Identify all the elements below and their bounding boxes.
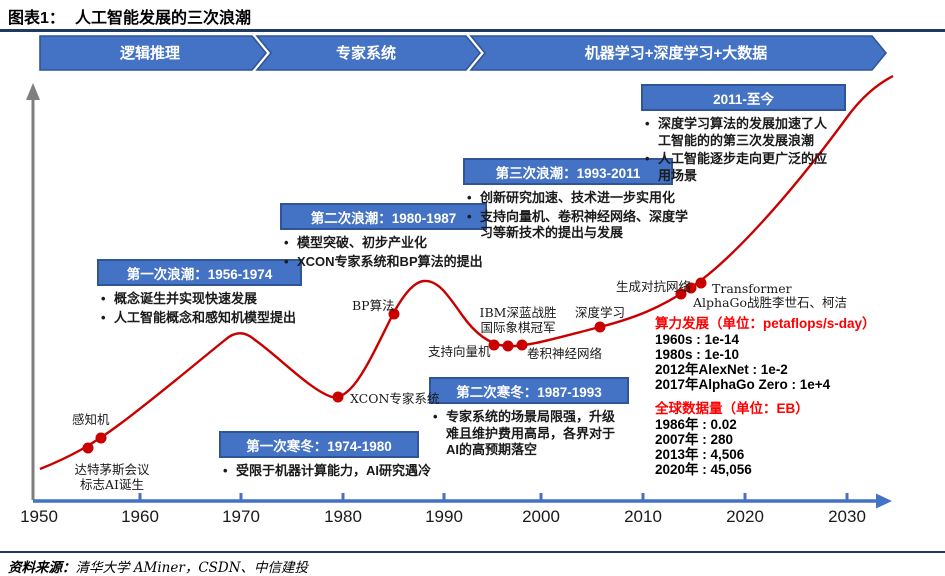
bullet: 人工智能逐步走向更广泛的应用场景 xyxy=(641,151,839,184)
x-axis-ticks xyxy=(138,493,849,501)
bullet: 深度学习算法的发展加速了人工智能的的第三次发展浪潮 xyxy=(641,116,839,149)
milestone-label-xcon: XCON专家系统 xyxy=(350,391,440,406)
wave1-bullets: 概念诞生并实现快速发展 人工智能概念和感知机模型提出 xyxy=(97,291,332,326)
banner-label-expert-systems: 专家系统 xyxy=(336,44,396,62)
banner-segment-2 xyxy=(255,35,482,71)
milestone-label-svm: 支持向量机 xyxy=(428,344,491,359)
compute-stats-line: 2012年AlexNet : 1e-2 xyxy=(655,362,788,377)
x-tick-1950: 1950 xyxy=(20,507,58,526)
bullet: 模型突破、初步产业化 xyxy=(280,235,515,252)
milestone-label-gan: 生成对抗网络 xyxy=(616,279,692,294)
milestone-label-perceptron: 感知机 xyxy=(72,412,110,427)
era-2011-now-box: 2011-至今 深度学习算法的发展加速了人工智能的的第三次发展浪潮 人工智能逐步… xyxy=(641,84,851,186)
banner-label-logic-reasoning: 逻辑推理 xyxy=(120,44,180,62)
ai-development-curve xyxy=(39,74,894,471)
compute-stats-line: 1960s : 1e-14 xyxy=(655,332,740,347)
winter2-box: 第二次寒冬：1987-1993 专家系统的场景局限强，升级难且维护费用高昂，各界… xyxy=(429,377,634,461)
source-text: 清华大学 AMiner，CSDN、中信建投 xyxy=(75,560,309,576)
bullet: 支持向量机、卷积神经网络、深度学习等新技术的提出与发展 xyxy=(463,209,689,242)
milestone-label-deep-blue: IBM深蓝战胜 国际象棋冠军 xyxy=(479,305,557,335)
global-data-stats-block: 全球数据量（单位：EB） 1986年 : 0.02 2007年 : 280 20… xyxy=(655,401,809,477)
wave1-box: 第一次浪潮：1956-1974 概念诞生并实现快速发展 人工智能概念和感知机模型… xyxy=(97,259,337,328)
winter1-box: 第一次寒冬：1974-1980 受限于机器计算能力，AI研究遇冷 xyxy=(219,431,474,482)
global-data-stats-line: 2007年 : 280 xyxy=(655,432,734,447)
milestone-dot xyxy=(516,339,528,351)
milestone-dot xyxy=(502,340,514,352)
winter2-header: 第二次寒冬：1987-1993 xyxy=(429,377,629,404)
era-2011-now-header: 2011-至今 xyxy=(641,84,846,111)
x-tick-1970: 1970 xyxy=(222,507,260,526)
milestone-label-bp-algorithm: BP算法 xyxy=(352,298,395,313)
wave3-box: 第三次浪潮：1993-2011 创新研究加速、技术进一步实用化 支持向量机、卷积… xyxy=(463,158,691,244)
wave2-header: 第二次浪潮：1980-1987 xyxy=(280,203,487,230)
milestone-dot xyxy=(332,391,344,403)
era-banner: 逻辑推理 专家系统 机器学习+深度学习+大数据 xyxy=(39,35,888,71)
wave3-header: 第三次浪潮：1993-2011 xyxy=(463,158,673,185)
x-tick-1980: 1980 xyxy=(324,507,362,526)
milestone-dot xyxy=(695,277,707,289)
bullet: 创新研究加速、技术进一步实用化 xyxy=(463,190,689,207)
milestone-dot xyxy=(488,339,500,351)
compute-stats-line: 1980s : 1e-10 xyxy=(655,347,740,362)
figure-number: 图表1： xyxy=(8,10,65,27)
banner-segment-1 xyxy=(39,35,268,71)
milestone-label-deep-learning: 深度学习 xyxy=(575,305,626,320)
bottom-divider xyxy=(0,551,945,553)
x-tick-1960: 1960 xyxy=(121,507,159,526)
winter2-bullets: 专家系统的场景局限强，升级难且维护费用高昂，各界对于AI的高预期落空 xyxy=(429,409,627,459)
milestone-dot xyxy=(675,288,687,300)
page-title: 人工智能发展的三次浪潮 xyxy=(75,10,252,27)
banner-segment-3 xyxy=(469,35,888,71)
milestone-dot xyxy=(594,321,606,333)
milestone-dot xyxy=(388,308,400,320)
era-2011-now-bullets: 深度学习算法的发展加速了人工智能的的第三次发展浪潮 人工智能逐步走向更广泛的应用… xyxy=(641,116,839,184)
milestone-label-dartmouth: 达特茅斯会议 标志AI诞生 xyxy=(74,462,150,492)
milestone-label-transformer: Transformer xyxy=(712,281,792,296)
wave1-header: 第一次浪潮：1956-1974 xyxy=(97,259,302,286)
bullet: 专家系统的场景局限强，升级难且维护费用高昂，各界对于AI的高预期落空 xyxy=(429,409,627,459)
compute-stats-title: 算力发展（单位：petaflops/s-day） xyxy=(655,316,876,331)
global-data-stats-line: 2020年 : 45,056 xyxy=(655,462,752,477)
wave3-bullets: 创新研究加速、技术进一步实用化 支持向量机、卷积神经网络、深度学习等新技术的提出… xyxy=(463,190,689,242)
top-divider xyxy=(0,29,945,32)
milestone-label-alphago: AlphaGo战胜李世石、柯洁 xyxy=(693,295,848,310)
wave2-box: 第二次浪潮：1980-1987 模型突破、初步产业化 XCON专家系统和BP算法… xyxy=(280,203,520,272)
x-axis-arrowhead-icon xyxy=(876,493,892,509)
global-data-stats-line: 1986年 : 0.02 xyxy=(655,417,737,432)
compute-stats-line: 2017年AlphaGo Zero : 1e+4 xyxy=(655,377,831,392)
bullet: XCON专家系统和BP算法的提出 xyxy=(280,254,515,271)
x-tick-2020: 2020 xyxy=(726,507,764,526)
global-data-stats-line: 2013年 : 4,506 xyxy=(655,447,745,462)
bullet: 概念诞生并实现快速发展 xyxy=(97,291,332,308)
x-tick-2000: 2000 xyxy=(522,507,560,526)
winter1-header: 第一次寒冬：1974-1980 xyxy=(219,431,419,458)
x-tick-1990: 1990 xyxy=(425,507,463,526)
banner-label-ml-dl-bigdata: 机器学习+深度学习+大数据 xyxy=(585,44,768,62)
source-note: 资料来源：清华大学 AMiner，CSDN、中信建投 xyxy=(8,556,308,576)
bullet: 人工智能概念和感知机模型提出 xyxy=(97,310,332,327)
milestone-dot xyxy=(95,432,107,444)
winter1-bullets: 受限于机器计算能力，AI研究遇冷 xyxy=(219,463,469,480)
x-tick-2010: 2010 xyxy=(624,507,662,526)
compute-stats-block: 算力发展（单位：petaflops/s-day） 1960s : 1e-14 1… xyxy=(655,316,876,392)
x-tick-2030: 2030 xyxy=(828,507,866,526)
wave2-bullets: 模型突破、初步产业化 XCON专家系统和BP算法的提出 xyxy=(280,235,515,270)
global-data-stats-title: 全球数据量（单位：EB） xyxy=(655,401,809,416)
milestone-dot xyxy=(82,442,94,454)
milestone-dot xyxy=(685,282,697,294)
y-axis-arrowhead-icon xyxy=(26,83,40,100)
milestone-label-cnn: 卷积神经网络 xyxy=(527,346,603,361)
source-label: 资料来源： xyxy=(8,560,76,576)
bullet: 受限于机器计算能力，AI研究遇冷 xyxy=(219,463,469,480)
milestone-dots xyxy=(82,277,707,454)
